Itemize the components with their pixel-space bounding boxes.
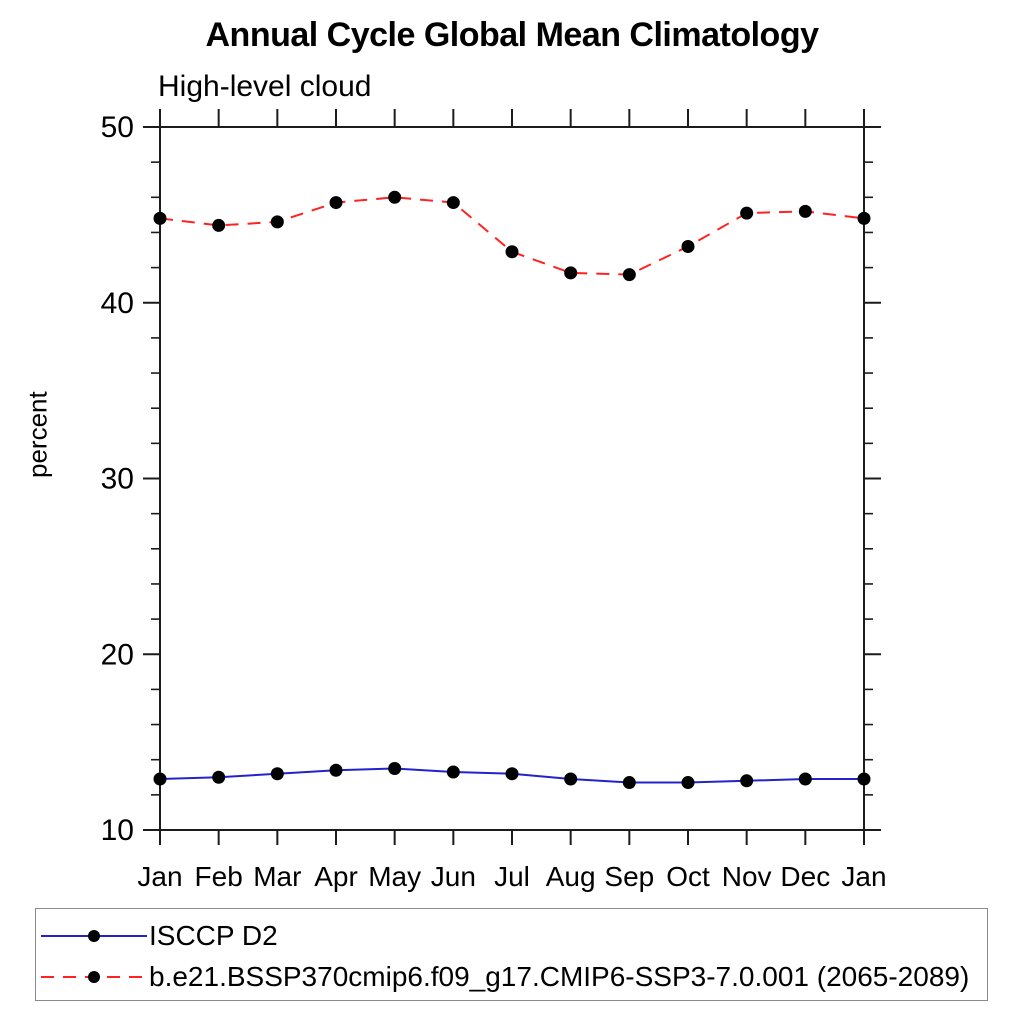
x-tick-label: Jan bbox=[137, 861, 182, 892]
data-point-series-1 bbox=[622, 268, 636, 282]
data-point-series-0 bbox=[270, 767, 284, 781]
y-tick-label: 30 bbox=[101, 463, 134, 496]
x-tick-label: Apr bbox=[314, 861, 358, 892]
series-line-1 bbox=[159, 196, 865, 276]
data-point-series-0 bbox=[857, 772, 871, 786]
chart-title: Annual Cycle Global Mean Climatology bbox=[205, 16, 820, 54]
chart-subtitle: High-level cloud bbox=[158, 70, 372, 103]
data-point-series-0 bbox=[446, 765, 460, 779]
data-point-series-0 bbox=[798, 772, 812, 786]
legend-label-isccp: ISCCP D2 bbox=[149, 920, 278, 951]
x-tick-label: Feb bbox=[195, 861, 243, 892]
x-tick-label: Sep bbox=[604, 861, 654, 892]
data-point-series-1 bbox=[681, 240, 695, 254]
y-tick-label: 10 bbox=[101, 814, 134, 847]
x-tick-label: Oct bbox=[666, 861, 710, 892]
data-point-series-0 bbox=[212, 770, 226, 784]
x-tick-label: Jul bbox=[494, 861, 530, 892]
x-tick-label: Mar bbox=[253, 861, 301, 892]
data-point-series-0 bbox=[388, 761, 402, 775]
data-point-series-1 bbox=[857, 211, 871, 225]
x-tick-label: May bbox=[368, 861, 421, 892]
data-point-series-0 bbox=[153, 772, 167, 786]
legend-sample-solid-line-icon bbox=[41, 930, 147, 942]
y-tick-label: 40 bbox=[101, 287, 134, 320]
x-tick-label: Dec bbox=[780, 861, 830, 892]
legend: ISCCP D2 b.e21.BSSP370cmip6.f09_g17.CMIP… bbox=[35, 908, 988, 1001]
x-tick-label: Jun bbox=[431, 861, 476, 892]
y-tick-label: 50 bbox=[101, 111, 134, 144]
legend-label-model: b.e21.BSSP370cmip6.f09_g17.CMIP6-SSP3-7.… bbox=[149, 961, 970, 992]
data-point-series-1 bbox=[564, 266, 578, 280]
data-point-series-0 bbox=[505, 767, 519, 781]
plot-frame bbox=[159, 126, 865, 831]
data-point-series-1 bbox=[798, 204, 812, 218]
data-point-series-1 bbox=[212, 218, 226, 232]
x-tick-label: Nov bbox=[722, 861, 772, 892]
data-point-series-1 bbox=[505, 245, 519, 259]
x-tick-label: Aug bbox=[546, 861, 596, 892]
legend-item-model: b.e21.BSSP370cmip6.f09_g17.CMIP6-SSP3-7.… bbox=[36, 962, 969, 992]
legend-item-isccp: ISCCP D2 bbox=[36, 921, 278, 951]
data-point-series-1 bbox=[388, 190, 402, 204]
data-point-series-0 bbox=[564, 772, 578, 786]
data-point-series-0 bbox=[329, 763, 343, 777]
y-tick-label: 20 bbox=[101, 638, 134, 671]
data-point-series-1 bbox=[329, 196, 343, 210]
data-point-series-1 bbox=[270, 215, 284, 229]
data-point-series-1 bbox=[446, 196, 460, 210]
data-point-series-1 bbox=[740, 206, 754, 220]
legend-sample-dashed-line-icon bbox=[41, 971, 147, 983]
data-point-series-0 bbox=[740, 774, 754, 788]
data-point-series-0 bbox=[622, 776, 636, 790]
data-point-series-0 bbox=[681, 776, 695, 790]
x-tick-label: Jan bbox=[841, 861, 886, 892]
data-point-series-1 bbox=[153, 211, 167, 225]
